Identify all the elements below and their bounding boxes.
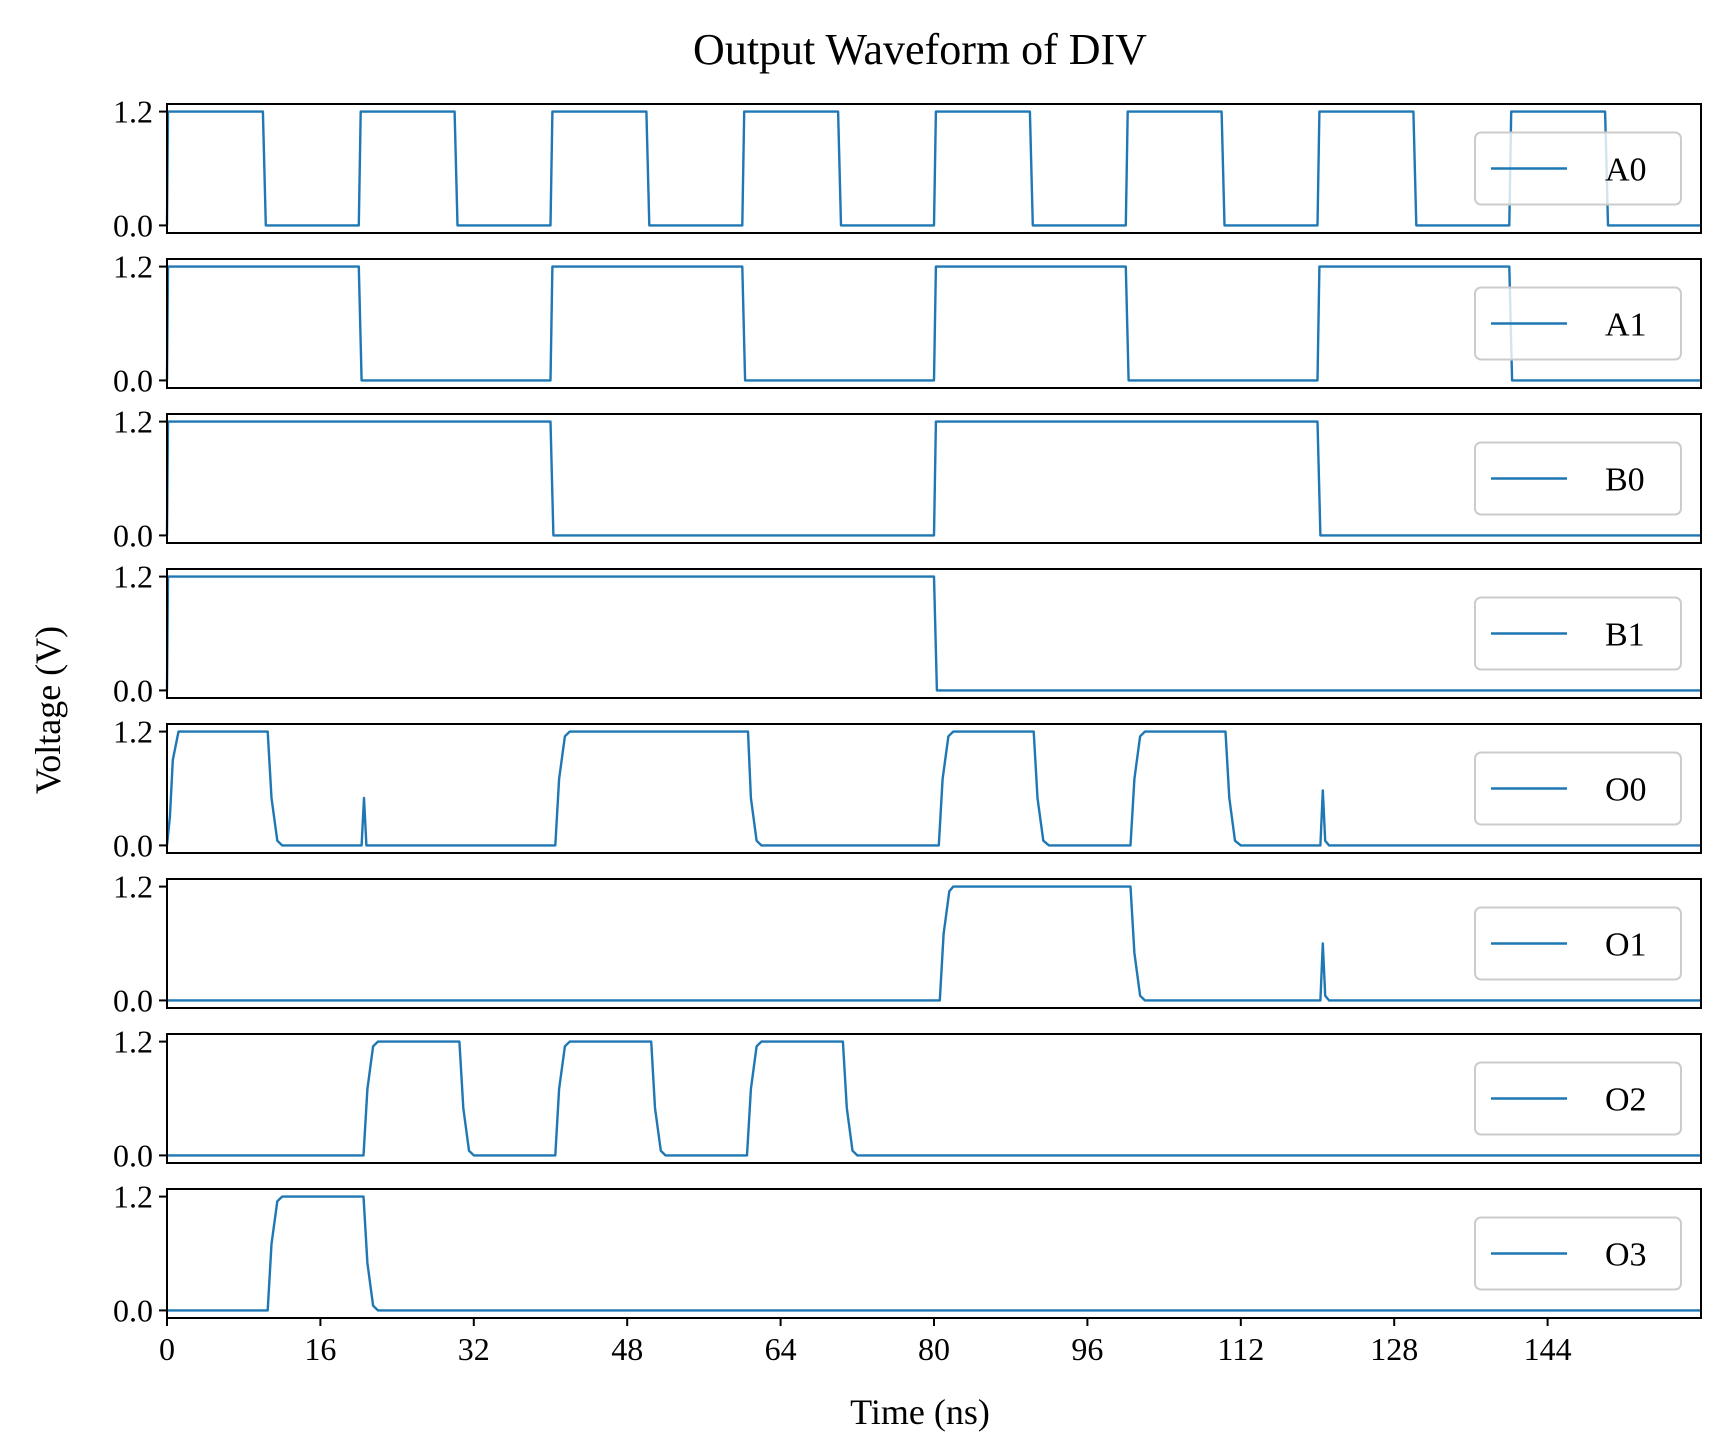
y-tick-label: 0.0 bbox=[113, 362, 153, 398]
legend-box bbox=[1474, 286, 1682, 361]
y-tick-label: 0.0 bbox=[113, 827, 153, 863]
axes-frame bbox=[166, 413, 1702, 544]
x-tick-label: 80 bbox=[918, 1331, 950, 1367]
legend-box bbox=[1474, 1216, 1682, 1291]
y-tick-label: 0.0 bbox=[113, 1292, 153, 1328]
x-tick-label: 0 bbox=[159, 1331, 175, 1367]
subplot-a0: 1.2 0.0 A0 bbox=[113, 94, 1702, 243]
legend-a1: A1 bbox=[1474, 286, 1682, 361]
legend-label: O1 bbox=[1605, 927, 1647, 964]
x-tick-label: 64 bbox=[765, 1331, 797, 1367]
x-tick-label: 32 bbox=[458, 1331, 490, 1367]
legend-label: A1 bbox=[1605, 307, 1647, 344]
x-tick-label: 48 bbox=[611, 1331, 643, 1367]
x-axis-ticks: 0 16 32 48 64 80 96 112 128 144 bbox=[159, 1318, 1572, 1367]
legend-a0: A0 bbox=[1474, 131, 1682, 206]
legend-o1: O1 bbox=[1474, 906, 1682, 981]
legend-label: O2 bbox=[1605, 1082, 1647, 1119]
axes-frame bbox=[166, 568, 1702, 699]
y-tick-label: 1.2 bbox=[113, 559, 153, 595]
y-tick-label: 1.2 bbox=[113, 94, 153, 130]
y-tick-label: 1.2 bbox=[113, 1024, 153, 1060]
axes-frame bbox=[166, 103, 1702, 234]
y-axis-label: Voltage (V) bbox=[28, 626, 68, 794]
y-tick-label: 0.0 bbox=[113, 672, 153, 708]
y-tick-label: 1.2 bbox=[113, 714, 153, 750]
legend-label: A0 bbox=[1605, 152, 1647, 189]
y-tick-label: 0.0 bbox=[113, 1137, 153, 1173]
legend-box bbox=[1474, 1061, 1682, 1136]
subplot-a1: 1.2 0.0 A1 bbox=[113, 249, 1702, 398]
waveform-line-a1 bbox=[165, 265, 1701, 382]
y-tick-label: 1.2 bbox=[113, 869, 153, 905]
y-tick-label: 0.0 bbox=[113, 517, 153, 553]
x-tick-label: 144 bbox=[1524, 1331, 1572, 1367]
legend-box bbox=[1474, 131, 1682, 206]
y-tick-label: 0.0 bbox=[113, 982, 153, 1018]
y-tick-label: 1.2 bbox=[113, 404, 153, 440]
y-tick-label: 1.2 bbox=[113, 249, 153, 285]
x-tick-label: 128 bbox=[1370, 1331, 1418, 1367]
legend-b0: B0 bbox=[1474, 441, 1682, 516]
waveform-line-o3 bbox=[167, 1195, 1701, 1312]
x-tick-label: 96 bbox=[1071, 1331, 1103, 1367]
legend-label: B0 bbox=[1605, 462, 1645, 499]
legend-label: B1 bbox=[1605, 617, 1645, 654]
waveform-line-a0 bbox=[165, 110, 1701, 227]
legend-label: O0 bbox=[1605, 772, 1647, 809]
subplot-b0: 1.2 0.0 B0 bbox=[113, 404, 1702, 553]
chart-title: Output Waveform of DIV bbox=[693, 25, 1147, 74]
waveform-line-o2 bbox=[167, 1040, 1701, 1157]
waveform-line-o1 bbox=[167, 885, 1701, 1002]
legend-box bbox=[1474, 751, 1682, 826]
legend-box bbox=[1474, 596, 1682, 671]
legend-o0: O0 bbox=[1474, 751, 1682, 826]
subplot-o2: 1.2 0.0 O2 bbox=[113, 1024, 1702, 1173]
waveform-line-o0 bbox=[165, 730, 1701, 847]
subplot-b1: 1.2 0.0 B1 bbox=[113, 559, 1702, 708]
y-tick-label: 1.2 bbox=[113, 1179, 153, 1215]
x-axis-label: Time (ns) bbox=[850, 1392, 990, 1432]
legend-label: O3 bbox=[1605, 1237, 1647, 1274]
axes-frame bbox=[166, 878, 1702, 1009]
y-tick-label: 0.0 bbox=[113, 207, 153, 243]
legend-b1: B1 bbox=[1474, 596, 1682, 671]
subplot-o0: 1.2 0.0 O0 bbox=[113, 714, 1702, 863]
x-tick-label: 16 bbox=[304, 1331, 336, 1367]
x-tick-label: 112 bbox=[1217, 1331, 1264, 1367]
legend-box bbox=[1474, 906, 1682, 981]
axes-frame bbox=[166, 1033, 1702, 1164]
subplot-panels: 1.2 0.0 A0 1.2 0.0 A1 1.2 0.0 B0 1.2 0.0 B1 1.2 0.0 O0… bbox=[113, 94, 1702, 1328]
waveform-line-b0 bbox=[165, 420, 1701, 537]
axes-frame bbox=[166, 723, 1702, 854]
legend-box bbox=[1474, 441, 1682, 516]
subplot-o1: 1.2 0.0 O1 bbox=[113, 869, 1702, 1018]
legend-o2: O2 bbox=[1474, 1061, 1682, 1136]
axes-frame bbox=[166, 258, 1702, 389]
legend-o3: O3 bbox=[1474, 1216, 1682, 1291]
